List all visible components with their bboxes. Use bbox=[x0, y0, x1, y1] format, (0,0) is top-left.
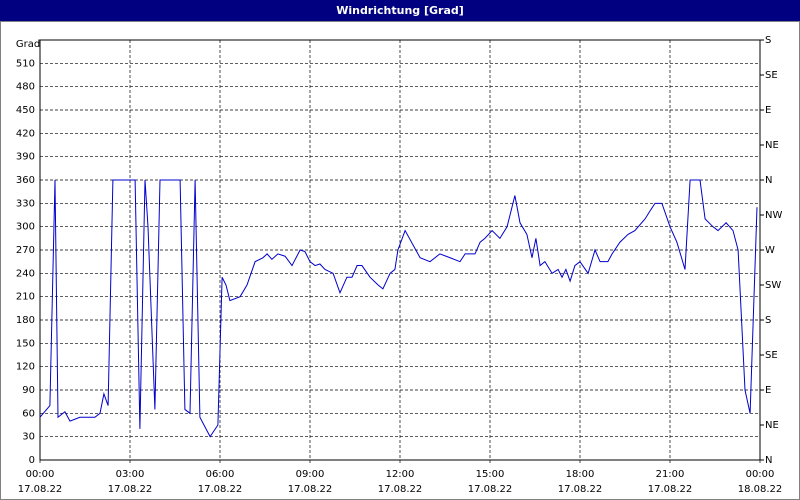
x-tick-date: 17.08.22 bbox=[198, 484, 243, 495]
y-tick-label: 150 bbox=[16, 338, 35, 349]
y2-tick-label: NW bbox=[765, 210, 782, 221]
y-tick-label: 390 bbox=[16, 152, 35, 163]
y2-tick-label: W bbox=[765, 245, 775, 256]
y-tick-label: 270 bbox=[16, 245, 35, 256]
y2-tick-label: N bbox=[765, 175, 772, 186]
y-tick-label: 480 bbox=[16, 82, 35, 93]
x-tick-label: 03:00 bbox=[116, 469, 145, 480]
x-tick-label: 09:00 bbox=[296, 469, 325, 480]
y2-tick-label: SE bbox=[765, 70, 778, 81]
x-tick-label: 00:00 bbox=[26, 469, 55, 480]
y2-tick-label: E bbox=[765, 105, 771, 116]
x-tick-date: 17.08.22 bbox=[558, 484, 603, 495]
y-tick-label: 420 bbox=[16, 128, 35, 139]
x-tick-date: 17.08.22 bbox=[378, 484, 423, 495]
y2-tick-label: S bbox=[765, 315, 771, 326]
y2-tick-label: N bbox=[765, 455, 772, 466]
x-tick-label: 12:00 bbox=[386, 469, 415, 480]
y-tick-label: 330 bbox=[16, 198, 35, 209]
x-tick-date: 17.08.22 bbox=[18, 484, 63, 495]
y2-tick-label: E bbox=[765, 385, 771, 396]
x-tick-date: 17.08.22 bbox=[468, 484, 513, 495]
y2-tick-label: SE bbox=[765, 350, 778, 361]
y2-tick-label: NE bbox=[765, 140, 779, 151]
y-tick-label: 210 bbox=[16, 292, 35, 303]
x-tick-date: 17.08.22 bbox=[648, 484, 693, 495]
y-tick-label: 450 bbox=[16, 105, 35, 116]
x-tick-date: 18.08.22 bbox=[738, 484, 783, 495]
x-tick-date: 17.08.22 bbox=[288, 484, 333, 495]
y2-tick-label: NE bbox=[765, 420, 779, 431]
x-tick-label: 15:00 bbox=[476, 469, 505, 480]
x-tick-label: 00:00 bbox=[746, 469, 775, 480]
y2-tick-label: S bbox=[765, 35, 771, 46]
x-tick-date: 17.08.22 bbox=[108, 484, 153, 495]
y-tick-label: 90 bbox=[22, 385, 35, 396]
y-tick-label: 0 bbox=[29, 455, 35, 466]
y-tick-label: 510 bbox=[16, 58, 35, 69]
y-tick-label: 120 bbox=[16, 362, 35, 373]
y-tick-label: 360 bbox=[16, 175, 35, 186]
y-tick-label: 60 bbox=[22, 408, 35, 419]
data-line bbox=[39, 179, 758, 438]
x-tick-label: 21:00 bbox=[656, 469, 685, 480]
y-tick-label: 300 bbox=[16, 222, 35, 233]
y-tick-label: 180 bbox=[16, 315, 35, 326]
y-tick-label: 30 bbox=[22, 432, 35, 443]
y-axis-label: Grad bbox=[16, 39, 40, 50]
x-tick-label: 06:00 bbox=[206, 469, 235, 480]
plot-frame bbox=[39, 39, 761, 461]
y2-tick-label: SW bbox=[765, 280, 781, 291]
x-tick-label: 18:00 bbox=[566, 469, 595, 480]
window-title: Windrichtung [Grad] bbox=[0, 0, 800, 21]
y-tick-label: 240 bbox=[16, 268, 35, 279]
